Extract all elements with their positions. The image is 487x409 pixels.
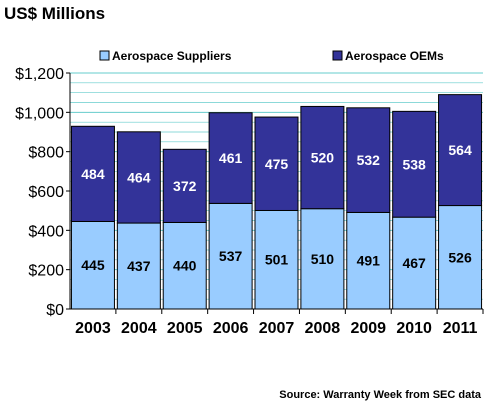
bar-suppliers <box>438 205 483 310</box>
data-label: 501 <box>265 252 289 268</box>
data-label: 445 <box>81 257 105 273</box>
data-label: 464 <box>127 169 151 185</box>
data-label: 475 <box>265 156 289 172</box>
y-tick-label: $400 <box>28 223 64 240</box>
bar-oems <box>392 110 437 218</box>
y-tick-label: $800 <box>28 145 64 162</box>
data-label: 520 <box>311 150 335 166</box>
data-label: 440 <box>173 258 197 274</box>
x-tick-label: 2006 <box>213 320 249 337</box>
data-label: 532 <box>357 152 381 168</box>
bar-oems <box>116 131 161 224</box>
bar-suppliers <box>254 209 299 310</box>
bar-oems <box>346 107 391 213</box>
x-tick-label: 2005 <box>167 320 203 337</box>
y-tick-label: $1,200 <box>15 66 64 83</box>
x-axis: 2003 2004 2005 2006 2007 2008 2009 2010 2011 <box>70 308 484 337</box>
data-label: 538 <box>402 156 426 172</box>
chart-title: US$ Millions <box>4 4 105 23</box>
y-tick-label: $600 <box>28 184 64 201</box>
legend-swatch <box>99 50 110 61</box>
bar-oems <box>162 148 207 223</box>
data-label: 467 <box>402 255 426 271</box>
y-tick-label: $200 <box>28 263 64 280</box>
bar-oems <box>254 116 299 211</box>
y-tick-label: $0 <box>46 302 64 319</box>
data-label: 484 <box>81 166 105 182</box>
data-label: 510 <box>311 251 335 267</box>
x-tick-label: 2007 <box>259 320 295 337</box>
bar-suppliers <box>208 202 253 310</box>
bar-suppliers <box>162 221 207 310</box>
legend-label: Aerospace Suppliers <box>112 49 232 63</box>
bar-suppliers <box>116 222 161 310</box>
data-label: 564 <box>448 142 472 158</box>
x-tick-label: 2003 <box>75 320 111 337</box>
legend-label: Aerospace OEMs <box>345 49 444 63</box>
data-label: 461 <box>219 150 243 166</box>
y-tick-label: $1,000 <box>15 105 64 122</box>
bar-oems <box>438 94 483 207</box>
bar-oems <box>300 105 345 210</box>
data-label: 437 <box>127 258 151 274</box>
source-note: Source: Warranty Week from SEC data <box>279 389 482 401</box>
y-axis: $0 $200 $400 $600 $800 $1,000 $1,200 <box>15 66 71 319</box>
bar-suppliers <box>70 220 115 310</box>
x-tick-label: 2009 <box>350 320 386 337</box>
x-tick-label: 2004 <box>121 320 157 337</box>
bar-oems <box>208 112 253 204</box>
bar-oems <box>70 125 115 222</box>
data-label: 372 <box>173 178 197 194</box>
data-label: 491 <box>357 253 381 269</box>
data-label: 526 <box>448 249 472 265</box>
bar-suppliers <box>300 208 345 310</box>
data-label: 537 <box>219 248 243 264</box>
legend: Aerospace Suppliers Aerospace OEMs <box>99 49 444 63</box>
x-tick-label: 2011 <box>443 320 478 337</box>
x-tick-label: 2010 <box>396 320 432 337</box>
legend-swatch <box>332 50 343 61</box>
x-tick-label: 2008 <box>305 320 341 337</box>
bars: 445 484 437 464 440 372 537 461 501 475 510 520 491 5… <box>70 94 483 310</box>
